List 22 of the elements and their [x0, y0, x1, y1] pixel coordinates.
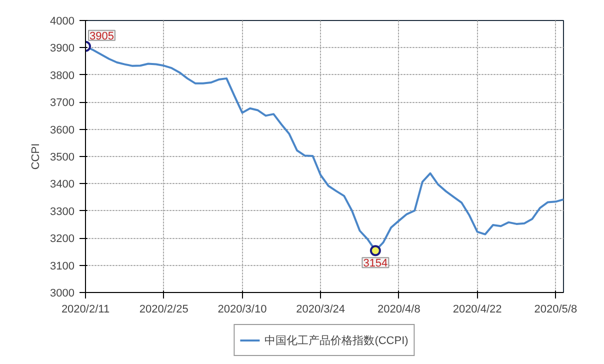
annotation: 3154	[363, 258, 388, 270]
legend-label: 中国化工产品价格指数(CCPI)	[264, 334, 408, 348]
y-axis-title: CCPI	[30, 143, 42, 170]
y-tick-label: 3000	[50, 288, 75, 300]
y-tick-label: 3500	[50, 152, 75, 164]
x-tick-label: 2020/4/22	[452, 304, 502, 316]
y-tick-label: 3100	[50, 260, 75, 272]
x-tick-label: 2020/3/24	[296, 304, 346, 316]
y-tick-label: 3200	[50, 233, 75, 246]
x-tick-label: 2020/2/11	[61, 304, 110, 316]
y-tick-label: 3700	[50, 97, 75, 110]
y-tick-label: 3900	[50, 42, 75, 55]
x-tick-label: 2020/3/10	[218, 304, 267, 316]
x-tick-label: 2020/4/8	[378, 304, 420, 316]
x-tick-label: 2020/2/25	[139, 304, 188, 316]
y-tick-label: 3800	[50, 70, 75, 82]
y-tick-label: 3400	[50, 178, 75, 191]
y-tick-label: 3300	[50, 206, 75, 218]
y-tick-label: 4000	[50, 16, 75, 28]
y-tick-label: 3600	[50, 124, 75, 136]
annotation: 3905	[90, 30, 114, 42]
x-tick-label: 2020/5/8	[534, 304, 578, 316]
